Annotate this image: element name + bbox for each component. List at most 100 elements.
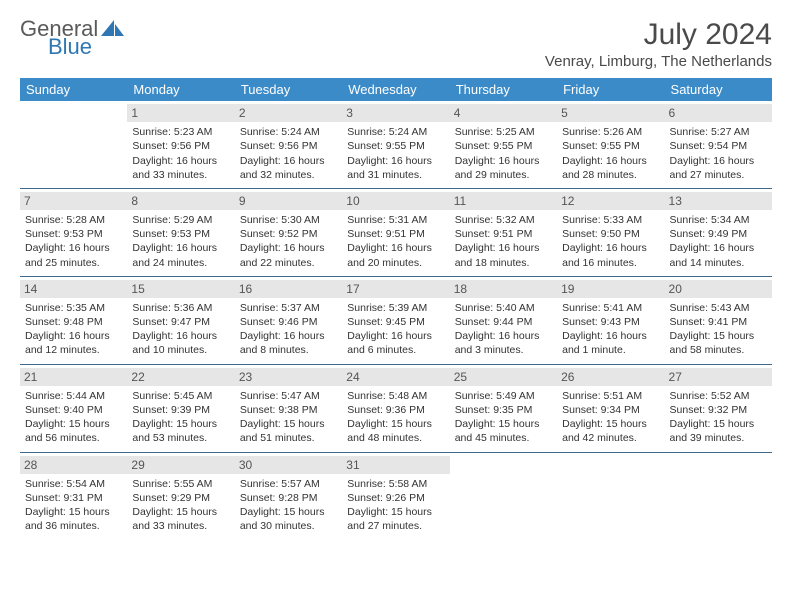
day-number: 20 xyxy=(665,280,772,298)
cell-text: Sunrise: 5:58 AMSunset: 9:26 PMDaylight:… xyxy=(347,477,444,534)
day-number: 7 xyxy=(20,192,127,210)
weekday-header: Monday xyxy=(127,78,234,101)
cell-line-d1: Daylight: 15 hours xyxy=(347,417,444,431)
cell-text: Sunrise: 5:57 AMSunset: 9:28 PMDaylight:… xyxy=(240,477,337,534)
calendar-cell: 9Sunrise: 5:30 AMSunset: 9:52 PMDaylight… xyxy=(235,188,342,276)
cell-line-ss: Sunset: 9:38 PM xyxy=(240,403,337,417)
calendar-cell: 29Sunrise: 5:55 AMSunset: 9:29 PMDayligh… xyxy=(127,452,234,539)
cell-text: Sunrise: 5:35 AMSunset: 9:48 PMDaylight:… xyxy=(25,301,122,358)
day-number: 26 xyxy=(557,368,664,386)
cell-line-d2: and 42 minutes. xyxy=(562,431,659,445)
calendar-week: 28Sunrise: 5:54 AMSunset: 9:31 PMDayligh… xyxy=(20,452,772,539)
day-number: 2 xyxy=(235,104,342,122)
weekday-header: Friday xyxy=(557,78,664,101)
cell-text: Sunrise: 5:44 AMSunset: 9:40 PMDaylight:… xyxy=(25,389,122,446)
cell-text: Sunrise: 5:55 AMSunset: 9:29 PMDaylight:… xyxy=(132,477,229,534)
cell-text: Sunrise: 5:27 AMSunset: 9:54 PMDaylight:… xyxy=(670,125,767,182)
cell-line-d2: and 1 minute. xyxy=(562,343,659,357)
cell-text: Sunrise: 5:51 AMSunset: 9:34 PMDaylight:… xyxy=(562,389,659,446)
calendar-cell: 11 Sunrise: 5:32 AMSunset: 9:51 PMDayligh… xyxy=(450,188,557,276)
cell-text: Sunrise: 5:24 AMSunset: 9:55 PMDaylight:… xyxy=(347,125,444,182)
day-number: 8 xyxy=(127,192,234,210)
calendar-cell: 23Sunrise: 5:47 AMSunset: 9:38 PMDayligh… xyxy=(235,364,342,452)
cell-text: Sunrise: 5:24 AMSunset: 9:56 PMDaylight:… xyxy=(240,125,337,182)
cell-line-ss: Sunset: 9:41 PM xyxy=(670,315,767,329)
calendar-cell: 4Sunrise: 5:25 AMSunset: 9:55 PMDaylight… xyxy=(450,101,557,188)
cell-line-d1: Daylight: 16 hours xyxy=(455,241,552,255)
cell-line-sr: Sunrise: 5:27 AM xyxy=(670,125,767,139)
cell-line-sr: Sunrise: 5:36 AM xyxy=(132,301,229,315)
cell-line-sr: Sunrise: 5:28 AM xyxy=(25,213,122,227)
cell-line-d1: Daylight: 16 hours xyxy=(347,329,444,343)
cell-text: Sunrise: 5:49 AMSunset: 9:35 PMDaylight:… xyxy=(455,389,552,446)
cell-line-d2: and 36 minutes. xyxy=(25,519,122,533)
cell-line-ss: Sunset: 9:54 PM xyxy=(670,139,767,153)
cell-line-sr: Sunrise: 5:31 AM xyxy=(347,213,444,227)
weekday-header: Thursday xyxy=(450,78,557,101)
day-number: 11 xyxy=(450,192,557,210)
calendar-cell xyxy=(557,452,664,539)
cell-line-sr: Sunrise: 5:47 AM xyxy=(240,389,337,403)
calendar-cell: 20Sunrise: 5:43 AMSunset: 9:41 PMDayligh… xyxy=(665,276,772,364)
day-number: 17 xyxy=(342,280,449,298)
calendar-cell xyxy=(450,452,557,539)
cell-line-sr: Sunrise: 5:29 AM xyxy=(132,213,229,227)
day-number: 5 xyxy=(557,104,664,122)
calendar-cell: 25Sunrise: 5:49 AMSunset: 9:35 PMDayligh… xyxy=(450,364,557,452)
cell-line-d2: and 27 minutes. xyxy=(347,519,444,533)
cell-line-ss: Sunset: 9:56 PM xyxy=(132,139,229,153)
day-number: 13 xyxy=(665,192,772,210)
calendar-cell: 21 Sunrise: 5:44 AMSunset: 9:40 PMDayligh… xyxy=(20,364,127,452)
day-number: 27 xyxy=(665,368,772,386)
day-number: 1 xyxy=(127,104,234,122)
calendar-cell: 1Sunrise: 5:23 AMSunset: 9:56 PMDaylight… xyxy=(127,101,234,188)
cell-line-sr: Sunrise: 5:32 AM xyxy=(455,213,552,227)
calendar-week: 14Sunrise: 5:35 AMSunset: 9:48 PMDayligh… xyxy=(20,276,772,364)
day-number: 3 xyxy=(342,104,449,122)
cell-text: Sunrise: 5:26 AMSunset: 9:55 PMDaylight:… xyxy=(562,125,659,182)
cell-text: Sunrise: 5:31 AMSunset: 9:51 PMDaylight:… xyxy=(347,213,444,270)
cell-line-d2: and 16 minutes. xyxy=(562,256,659,270)
cell-line-d1: Daylight: 15 hours xyxy=(132,417,229,431)
calendar-cell: 5 Sunrise: 5:26 AMSunset: 9:55 PMDaylight… xyxy=(557,101,664,188)
day-number: 31 xyxy=(342,456,449,474)
cell-line-d2: and 12 minutes. xyxy=(25,343,122,357)
cell-line-d2: and 33 minutes. xyxy=(132,519,229,533)
cell-line-d1: Daylight: 16 hours xyxy=(240,329,337,343)
cell-line-sr: Sunrise: 5:23 AM xyxy=(132,125,229,139)
cell-line-sr: Sunrise: 5:48 AM xyxy=(347,389,444,403)
day-number: 21 xyxy=(20,368,127,386)
calendar-cell: 31 Sunrise: 5:58 AMSunset: 9:26 PMDayligh… xyxy=(342,452,449,539)
cell-line-d2: and 32 minutes. xyxy=(240,168,337,182)
cell-text: Sunrise: 5:32 AMSunset: 9:51 PMDaylight:… xyxy=(455,213,552,270)
cell-text: Sunrise: 5:41 AMSunset: 9:43 PMDaylight:… xyxy=(562,301,659,358)
cell-line-sr: Sunrise: 5:43 AM xyxy=(670,301,767,315)
cell-line-ss: Sunset: 9:51 PM xyxy=(455,227,552,241)
calendar-table: SundayMondayTuesdayWednesdayThursdayFrid… xyxy=(20,78,772,539)
day-number: 9 xyxy=(235,192,342,210)
cell-text: Sunrise: 5:52 AMSunset: 9:32 PMDaylight:… xyxy=(670,389,767,446)
cell-line-sr: Sunrise: 5:52 AM xyxy=(670,389,767,403)
cell-line-d1: Daylight: 15 hours xyxy=(132,505,229,519)
cell-line-d2: and 25 minutes. xyxy=(25,256,122,270)
weekday-header: Wednesday xyxy=(342,78,449,101)
cell-line-ss: Sunset: 9:47 PM xyxy=(132,315,229,329)
calendar-cell: 18Sunrise: 5:40 AMSunset: 9:44 PMDayligh… xyxy=(450,276,557,364)
cell-line-sr: Sunrise: 5:49 AM xyxy=(455,389,552,403)
cell-line-d2: and 45 minutes. xyxy=(455,431,552,445)
cell-line-d2: and 27 minutes. xyxy=(670,168,767,182)
day-number: 6 xyxy=(665,104,772,122)
cell-line-sr: Sunrise: 5:39 AM xyxy=(347,301,444,315)
calendar-cell: 27 Sunrise: 5:52 AMSunset: 9:32 PMDayligh… xyxy=(665,364,772,452)
calendar-week: 21 Sunrise: 5:44 AMSunset: 9:40 PMDayligh… xyxy=(20,364,772,452)
cell-line-d1: Daylight: 15 hours xyxy=(25,505,122,519)
calendar-cell: 3 Sunrise: 5:24 AMSunset: 9:55 PMDaylight… xyxy=(342,101,449,188)
cell-line-d2: and 24 minutes. xyxy=(132,256,229,270)
cell-line-sr: Sunrise: 5:34 AM xyxy=(670,213,767,227)
cell-text: Sunrise: 5:29 AMSunset: 9:53 PMDaylight:… xyxy=(132,213,229,270)
calendar-cell: 24Sunrise: 5:48 AMSunset: 9:36 PMDayligh… xyxy=(342,364,449,452)
cell-line-d1: Daylight: 16 hours xyxy=(562,241,659,255)
cell-line-ss: Sunset: 9:53 PM xyxy=(25,227,122,241)
cell-line-ss: Sunset: 9:35 PM xyxy=(455,403,552,417)
cell-line-d2: and 51 minutes. xyxy=(240,431,337,445)
